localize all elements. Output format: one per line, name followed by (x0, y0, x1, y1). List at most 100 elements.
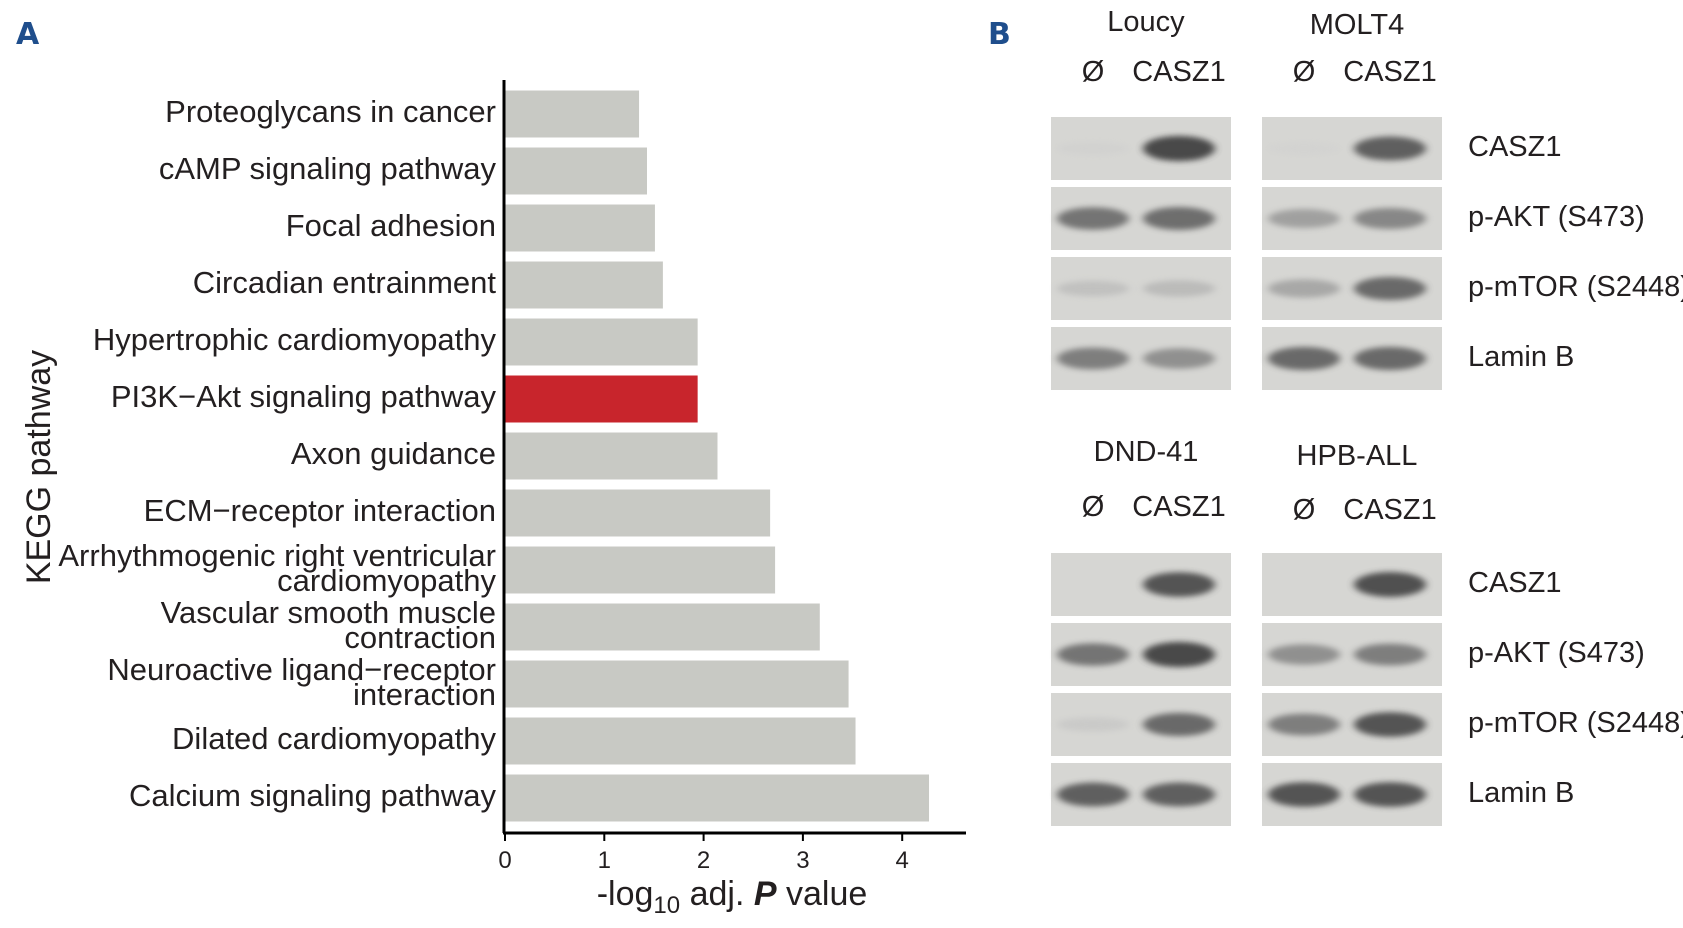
bar-11 (505, 717, 856, 765)
blot-band (1268, 346, 1340, 371)
protein-label: p-mTOR (S2448) (1468, 707, 1683, 739)
blot-dnd-41: DND-41 Ø CASZ1 (1051, 436, 1231, 826)
x-axis-title-p: P (754, 875, 777, 913)
protein-label: Lamin B (1468, 777, 1574, 809)
category-label: Proteoglycans in cancer (165, 94, 496, 129)
protein-label: p-mTOR (S2448) (1468, 271, 1683, 303)
protein-label: p-AKT (S473) (1468, 637, 1645, 669)
x-tick-label: 0 (498, 847, 511, 874)
x-axis-ticks: 0 1 2 3 4 (498, 833, 909, 874)
bar-2 (505, 204, 655, 252)
category-label: Dilated cardiomyopathy (172, 721, 496, 756)
bar-8 (505, 546, 776, 594)
x-axis-title-subscript: 10 (653, 892, 680, 919)
category-label: Calcium signaling pathway (129, 778, 497, 813)
panel-a-label: A (16, 17, 40, 52)
panel-b-label: B (988, 17, 1011, 52)
bar-7 (505, 489, 771, 537)
y-axis-title: KEGG pathway (20, 350, 58, 584)
blot-band (1354, 643, 1426, 666)
protein-label: p-AKT (S473) (1468, 201, 1645, 233)
blot-band (1354, 572, 1426, 597)
blot-band (1143, 207, 1215, 230)
blot-band (1268, 644, 1340, 665)
blot-band (1354, 136, 1426, 161)
category-labels: Proteoglycans in cancer cAMP signaling pa… (58, 94, 496, 813)
blot-band (1143, 572, 1215, 597)
category-label: PI3K−Akt signaling pathway (111, 379, 497, 414)
lane-label: CASZ1 (1343, 494, 1436, 526)
x-tick-label: 1 (598, 847, 611, 874)
lane-label: CASZ1 (1132, 56, 1225, 88)
kegg-bar-chart: Proteoglycans in cancer cAMP signaling pa… (20, 80, 966, 919)
x-tick-label: 4 (896, 847, 909, 874)
lane-label: Ø (1082, 491, 1105, 523)
blot-band (1354, 207, 1426, 230)
x-axis-title-value: value (777, 875, 868, 913)
category-label: cardiomyopathy (277, 563, 496, 598)
bar-0 (505, 90, 640, 138)
cell-line-title: HPB-ALL (1297, 440, 1418, 472)
category-label: Neuroactive ligand−receptor (107, 652, 496, 687)
blot-band (1354, 276, 1426, 301)
category-label: Arrhythmogenic right ventricular (58, 538, 496, 573)
bar-3 (505, 261, 663, 309)
bar-12 (505, 774, 930, 822)
blot-band (1057, 782, 1129, 807)
blot-band (1143, 135, 1215, 162)
category-label: Vascular smooth muscle (161, 595, 496, 630)
bar-9 (505, 603, 820, 651)
category-label: Circadian entrainment (193, 265, 497, 300)
protein-label: Lamin B (1468, 341, 1574, 373)
blot-molt4: MOLT4 Ø CASZ1 (1262, 9, 1442, 390)
blot-band (1354, 346, 1426, 371)
category-label: interaction (353, 677, 496, 712)
x-tick-label: 3 (796, 847, 809, 874)
bar-1 (505, 147, 647, 195)
bar-5 (505, 375, 698, 423)
bar-10 (505, 660, 849, 708)
blot-band (1268, 142, 1340, 155)
cell-line-title: MOLT4 (1310, 9, 1405, 41)
blot-band (1057, 280, 1129, 297)
x-axis-title-log: -log (597, 875, 654, 913)
category-label: ECM−receptor interaction (144, 493, 496, 528)
blot-hpb-all: HPB-ALL Ø CASZ1 (1262, 440, 1442, 826)
category-label: cAMP signaling pathway (159, 151, 497, 186)
blot-band (1268, 713, 1340, 736)
blot-band (1057, 717, 1129, 732)
lane-label: CASZ1 (1343, 56, 1436, 88)
cell-line-title: DND-41 (1094, 436, 1199, 468)
bars-group (505, 90, 930, 822)
blot-band (1057, 207, 1129, 230)
blot-band (1057, 142, 1129, 155)
blot-band (1354, 712, 1426, 737)
blot-band (1143, 280, 1215, 297)
blot-band (1354, 782, 1426, 807)
blot-band (1268, 782, 1340, 807)
protein-label: CASZ1 (1468, 131, 1561, 163)
lane-label: Ø (1293, 494, 1316, 526)
blot-band (1268, 279, 1340, 298)
blot-band (1143, 782, 1215, 807)
category-label: Hypertrophic cardiomyopathy (93, 322, 497, 357)
x-axis-title-mid: adj. (680, 875, 754, 913)
bar-6 (505, 432, 718, 480)
blot-band (1143, 348, 1215, 369)
category-label: contraction (344, 620, 496, 655)
lane-label: Ø (1082, 56, 1105, 88)
blot-band (1143, 641, 1215, 668)
lane-label: CASZ1 (1132, 491, 1225, 523)
category-label: Axon guidance (291, 436, 496, 471)
blot-band (1143, 712, 1215, 737)
x-axis-title: -log10 adj. P value (597, 875, 868, 919)
category-label: Focal adhesion (286, 208, 496, 243)
cell-line-title: Loucy (1107, 6, 1185, 38)
blot-band (1057, 643, 1129, 666)
protein-label: CASZ1 (1468, 567, 1561, 599)
blot-band (1268, 209, 1340, 228)
blot-band (1057, 347, 1129, 370)
